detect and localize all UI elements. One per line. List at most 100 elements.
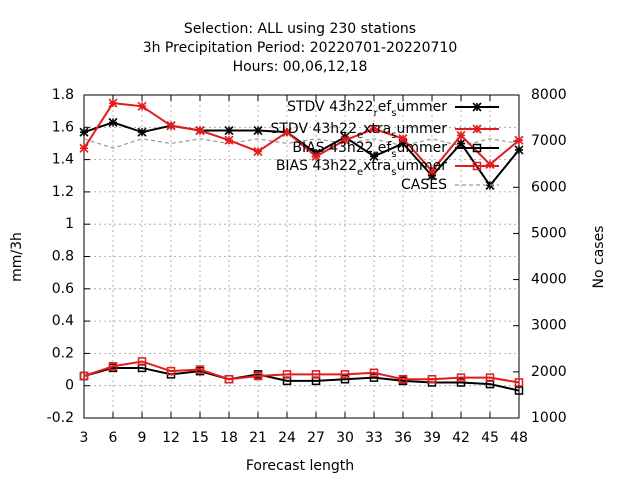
y2-tick-label: 2000: [531, 364, 567, 380]
point-marker: [514, 378, 524, 387]
series-bias-43h22-extra-summer: [79, 357, 524, 387]
legend-label: BIAS 43h22extrasummer: [276, 158, 447, 178]
point-marker: [282, 370, 292, 379]
x-tick-label: 42: [452, 430, 470, 446]
y2-tick-label: 4000: [531, 272, 567, 288]
x-tick-label: 18: [220, 430, 238, 446]
x-tick-label: 9: [138, 430, 147, 446]
legend-label: STDV 43h22extrasummer: [270, 121, 447, 141]
legend-item: BIAS 43h22extrasummer: [276, 158, 499, 178]
point-marker: [79, 127, 89, 137]
x-tick-label: 6: [109, 430, 118, 446]
x-tick-label: 12: [162, 430, 180, 446]
x-tick-label: 3: [80, 430, 89, 446]
point-marker: [472, 143, 482, 153]
y-tick-label: 0: [65, 378, 74, 394]
point-marker: [311, 370, 321, 379]
chart-title: Selection: ALL using 230 stations 3h Pre…: [143, 21, 458, 75]
point-marker: [340, 374, 350, 384]
point-marker: [456, 373, 466, 382]
point-marker: [472, 161, 482, 171]
point-marker: [166, 366, 176, 376]
x-tick-label: 30: [336, 430, 354, 446]
point-marker: [108, 98, 118, 108]
x-tick-label: 39: [423, 430, 441, 446]
point-marker: [253, 371, 263, 381]
series-stdv-43h22-extra-summer: [79, 98, 524, 176]
point-marker: [282, 127, 292, 137]
chart-title-line-3: Hours: 00,06,12,18: [233, 59, 368, 75]
point-marker: [79, 371, 89, 381]
y-tick-label: 1.4: [52, 152, 74, 168]
point-marker: [137, 127, 147, 137]
legend-label: CASES: [401, 177, 447, 193]
x-tick-label: 21: [249, 430, 267, 446]
x-tick-label: 36: [394, 430, 412, 446]
y-tick-label: 0.2: [52, 345, 74, 361]
legend-item: CASES: [401, 177, 499, 193]
y-tick-label: 1.2: [52, 184, 74, 200]
chart-title-line-1: Selection: ALL using 230 stations: [184, 21, 416, 37]
point-marker: [398, 134, 408, 144]
point-marker: [369, 368, 379, 378]
legend-item: BIAS 43h22refsummer: [292, 140, 499, 160]
y2-axis-ticks: 1000 2000 3000 4000 5000 6000 7000 8000: [513, 87, 567, 426]
point-marker: [514, 386, 524, 395]
point-marker: [427, 374, 437, 384]
x-axis-ticks: 3 6 9 12 15 18 21 24 27 30 33 36 39 42 45 48: [80, 95, 528, 446]
point-marker: [311, 151, 321, 161]
series-line: [83, 121, 520, 188]
x-axis-label: Forecast length: [246, 458, 354, 474]
point-marker: [340, 370, 350, 379]
y2-tick-label: 1000: [531, 410, 567, 426]
point-marker: [137, 357, 147, 366]
point-marker: [398, 374, 408, 384]
legend-item: STDV 43h22extrasummer: [270, 121, 499, 141]
point-marker: [427, 166, 437, 176]
point-marker: [137, 101, 147, 111]
x-tick-label: 48: [510, 430, 528, 446]
x-tick-label: 27: [307, 430, 325, 446]
point-marker: [224, 135, 234, 145]
x-tick-label: 45: [481, 430, 499, 446]
point-marker: [456, 130, 466, 140]
point-marker: [195, 125, 205, 136]
point-marker: [485, 373, 495, 382]
point-marker: [195, 365, 205, 374]
legend-label: STDV 43h22refsummer: [287, 99, 447, 119]
point-marker: [108, 117, 118, 128]
legend-label: BIAS 43h22refsummer: [292, 140, 447, 160]
point-marker: [369, 124, 379, 134]
series-line: [83, 102, 520, 173]
point-marker: [369, 151, 379, 161]
x-tick-label: 33: [365, 430, 383, 446]
point-marker: [79, 143, 89, 153]
y2-tick-label: 5000: [531, 225, 567, 241]
y-tick-label: -0.2: [47, 410, 74, 426]
y-axis-ticks: -0.2 0 0.2 0.4 0.6 0.8 1 1.2 1.4 1.6 1.8: [47, 87, 90, 426]
x-tick-label: 15: [191, 430, 209, 446]
point-marker: [485, 159, 495, 170]
point-marker: [253, 125, 263, 136]
y-tick-label: 0.4: [52, 313, 74, 329]
point-marker: [369, 373, 379, 382]
point-marker: [472, 102, 482, 112]
series-line: [83, 360, 520, 384]
y-tick-label: 0.8: [52, 249, 74, 265]
y-axis-label: mm/3h: [9, 232, 25, 282]
point-marker: [166, 121, 176, 131]
point-marker: [456, 378, 466, 387]
y2-tick-label: 7000: [531, 133, 567, 149]
y2-tick-label: 6000: [531, 179, 567, 195]
x-tick-label: 24: [278, 430, 296, 446]
y-tick-label: 1.8: [52, 87, 74, 103]
point-marker: [514, 135, 524, 145]
point-marker: [253, 146, 263, 157]
point-marker: [472, 124, 482, 134]
point-marker: [456, 138, 466, 149]
point-marker: [340, 135, 350, 145]
point-marker: [108, 362, 118, 371]
y-tick-label: 1.6: [52, 119, 74, 135]
